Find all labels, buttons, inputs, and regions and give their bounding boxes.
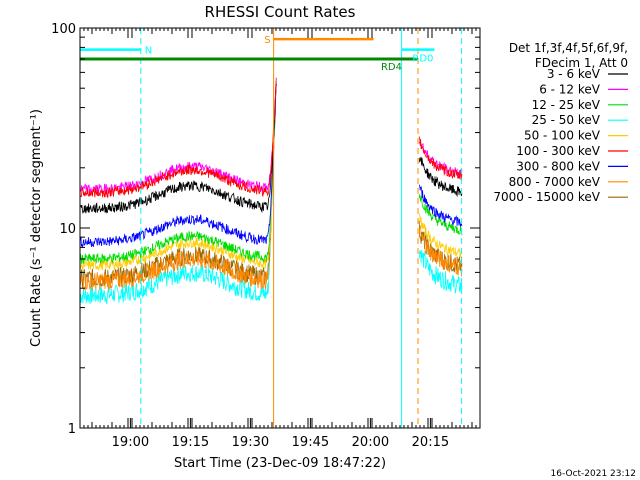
series-layer [79, 77, 463, 305]
legend-label-2: 12 - 25 keV [532, 98, 601, 112]
legend-header-line-2: FDecim 1, Att 0 [535, 56, 628, 70]
legend-label-7: 800 - 7000 keV [509, 175, 601, 189]
legend-header-line-1: Det 1f,3f,4f,5f,6f,9f, [509, 41, 628, 55]
legend-label-4: 50 - 100 keV [524, 129, 601, 143]
flag-label-RD0: RD0 [412, 54, 433, 65]
legend: Det 1f,3f,4f,5f,6f,9f, FDecim 1, Att 0 3… [493, 41, 628, 204]
chart-title: RHESSI Count Rates [205, 3, 356, 21]
series-line-0 [79, 84, 463, 215]
series-line-6 [79, 84, 463, 248]
legend-label-0: 3 - 6 keV [547, 67, 601, 81]
axis-ticks: 19:00 19:15 19:30 19:45 20:00 20:15 1 10 100 [51, 22, 481, 450]
legend-label-8: 7000 - 15000 keV [493, 190, 600, 204]
series-line-2 [79, 81, 463, 265]
y-tick-label: 100 [51, 22, 76, 37]
legend-label-1: 6 - 12 keV [539, 82, 601, 96]
series-line-7 [79, 83, 463, 291]
flag-label-S: S [264, 35, 270, 46]
legend-label-6: 300 - 800 keV [516, 159, 600, 173]
x-tick-label: 19:00 [112, 435, 149, 450]
legend-label-3: 25 - 50 keV [532, 113, 601, 127]
y-axis-label: Count Rate (s⁻¹ detector segment⁻¹) [29, 109, 44, 347]
x-tick-label: 20:00 [352, 435, 389, 450]
footer-timestamp: 16-Oct-2021 23:12 [551, 469, 636, 479]
x-axis-label: Start Time (23-Dec-09 18:47:22) [174, 456, 386, 471]
flag-label-RD4: RD4 [381, 62, 402, 73]
flags-layer: N S RD4 RD0 [80, 28, 463, 428]
x-tick-label: 20:15 [412, 435, 449, 450]
legend-label-5: 100 - 300 keV [516, 144, 600, 158]
y-tick-label: 10 [59, 222, 76, 237]
series-line-3 [79, 85, 463, 305]
x-tick-label: 19:15 [172, 435, 209, 450]
flag-label-N: N [145, 46, 152, 57]
series-line-4 [79, 86, 463, 272]
x-tick-label: 19:30 [232, 435, 269, 450]
series-line-5 [79, 77, 463, 199]
x-tick-label: 19:45 [292, 435, 329, 450]
y-tick-label: 1 [68, 422, 76, 437]
